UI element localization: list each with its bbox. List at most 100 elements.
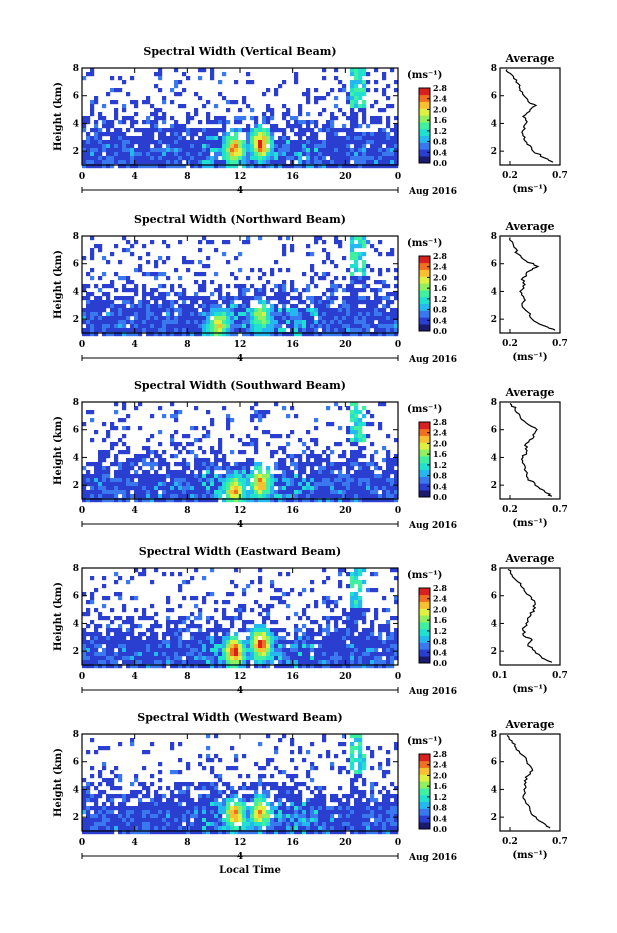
heatmap-cell: [194, 128, 198, 132]
heatmap-cell: [290, 478, 294, 482]
heatmap-cell: [382, 156, 386, 160]
heatmap-cell: [130, 120, 134, 124]
heatmap-cell: [254, 148, 258, 152]
heatmap-cell: [94, 128, 98, 132]
heatmap-cell: [198, 248, 202, 252]
heatmap-cell: [346, 128, 350, 132]
heatmap-cell: [190, 426, 194, 430]
heatmap-cell: [306, 628, 310, 632]
heatmap-cell: [130, 616, 134, 620]
heatmap-cell: [230, 656, 234, 660]
heatmap-cell: [382, 774, 386, 778]
heatmap-cell: [194, 160, 198, 164]
heatmap-cell: [182, 292, 186, 296]
heatmap-cell: [250, 648, 254, 652]
heatmap-cell: [354, 628, 358, 632]
heatmap-cell: [170, 802, 174, 806]
heatmap-cell: [126, 798, 130, 802]
heatmap-cell: [346, 482, 350, 486]
heatmap-cell: [378, 324, 382, 328]
heatmap-cell: [286, 268, 290, 272]
heatmap-cell: [258, 300, 262, 304]
heatmap-cell: [278, 312, 282, 316]
heatmap-cell: [174, 148, 178, 152]
heatmap-cell: [190, 296, 194, 300]
heatmap-cell: [178, 328, 182, 332]
heatmap-cell: [106, 312, 110, 316]
heatmap-cell: [302, 478, 306, 482]
heatmap-cell: [114, 454, 118, 458]
heatmap-title: Spectral Width (Northward Beam): [134, 213, 346, 226]
heatmap-cell: [386, 160, 390, 164]
heatmap-cell: [346, 132, 350, 136]
heatmap-cell: [186, 120, 190, 124]
heatmap-cell: [362, 608, 366, 612]
heatmap-cell: [358, 88, 362, 92]
heatmap-cell: [358, 454, 362, 458]
heatmap-cell: [154, 644, 158, 648]
heatmap-cell: [226, 296, 230, 300]
heatmap-cell: [110, 644, 114, 648]
heatmap-cell: [178, 132, 182, 136]
heatmap-cell: [238, 296, 242, 300]
heatmap-cell: [254, 160, 258, 164]
heatmap-cell: [166, 628, 170, 632]
heatmap-cell: [374, 280, 378, 284]
heatmap-cell: [222, 312, 226, 316]
heatmap-cell: [330, 144, 334, 148]
heatmap-cell: [222, 648, 226, 652]
heatmap-cell: [342, 652, 346, 656]
heatmap-cell: [142, 304, 146, 308]
heatmap-cell: [354, 572, 358, 576]
heatmap-cell: [326, 324, 330, 328]
colorbar-tick-label: 0.0: [433, 492, 447, 502]
heatmap-cell: [350, 276, 354, 280]
heatmap-cell: [154, 798, 158, 802]
heatmap-cell: [162, 128, 166, 132]
heatmap-cell: [330, 312, 334, 316]
heatmap-cell: [126, 312, 130, 316]
heatmap-cell: [126, 248, 130, 252]
heatmap-cell: [270, 660, 274, 664]
heatmap-cell: [282, 592, 286, 596]
heatmap-cell: [186, 268, 190, 272]
heatmap-cell: [114, 426, 118, 430]
heatmap-cell: [198, 470, 202, 474]
heatmap-cell: [278, 636, 282, 640]
heatmap-cell: [234, 478, 238, 482]
heatmap-cell: [382, 596, 386, 600]
heatmap-cell: [94, 648, 98, 652]
heatmap-cell: [142, 100, 146, 104]
heatmap-cell: [94, 806, 98, 810]
heatmap-cell: [306, 454, 310, 458]
heatmap-cell: [250, 608, 254, 612]
heatmap-cell: [110, 486, 114, 490]
heatmap-cell: [230, 640, 234, 644]
date-label: Aug 2016: [408, 355, 457, 365]
heatmap-cell: [242, 100, 246, 104]
heatmap-cell: [146, 132, 150, 136]
heatmap-cell: [374, 160, 378, 164]
heatmap-cell: [218, 128, 222, 132]
heatmap-cell: [358, 244, 362, 248]
heatmap-cell: [182, 798, 186, 802]
heatmap-cell: [206, 734, 210, 738]
heatmap-cell: [202, 152, 206, 156]
heatmap-cell: [146, 802, 150, 806]
heatmap-cell: [94, 96, 98, 100]
heatmap-cell: [266, 758, 270, 762]
heatmap-cell: [338, 152, 342, 156]
heatmap-cell: [250, 156, 254, 160]
heatmap-cell: [110, 442, 114, 446]
heatmap-cell: [278, 474, 282, 478]
heatmap-cell: [86, 328, 90, 332]
heatmap-cell: [354, 442, 358, 446]
heatmap-cell: [306, 786, 310, 790]
y-tick-label: 4: [73, 287, 79, 297]
heatmap-cell: [118, 156, 122, 160]
heatmap-cell: [130, 462, 134, 466]
heatmap-cell: [330, 494, 334, 498]
profile-y-tick-label: 4: [491, 287, 497, 297]
heatmap-cell: [154, 450, 158, 454]
heatmap-cell: [274, 156, 278, 160]
